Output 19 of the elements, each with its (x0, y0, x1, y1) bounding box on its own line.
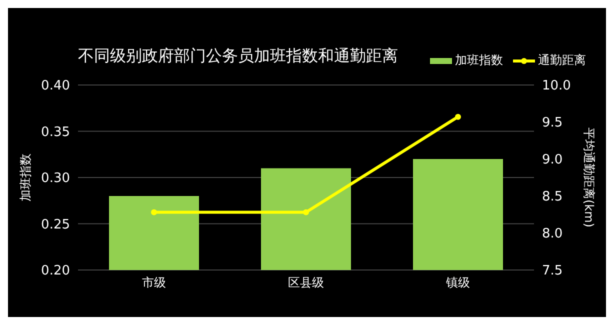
legend-label: 通勤距离 (538, 52, 586, 69)
x-tick-label: 区县级 (288, 276, 324, 290)
x-tick-label: 镇级 (445, 276, 470, 290)
y2-tick-label: 8.0 (542, 226, 563, 242)
y2-tick-label: 8.5 (542, 190, 563, 205)
y-tick-label: 0.35 (41, 124, 70, 140)
y2-tick-label: 7.5 (542, 264, 563, 279)
chart-title: 不同级别政府部门公务员加班指数和通勤距离 (78, 46, 398, 67)
y-tick-label: 0.40 (41, 78, 70, 94)
y-tick-label: 0.25 (41, 217, 70, 232)
y2-tick-label: 9.0 (542, 152, 563, 168)
y-tick-label: 0.20 (41, 264, 70, 279)
y2-axis-title: 平均通勤距离(km) (582, 127, 596, 228)
y2-tick-label: 10.0 (542, 78, 571, 94)
y2-tick-label: 9.5 (542, 116, 563, 131)
y-tick-label: 0.30 (41, 171, 70, 186)
x-tick-label: 市级 (142, 276, 166, 290)
y-axis-title: 加班指数 (18, 154, 32, 202)
legend-label: 加班指数 (455, 52, 503, 69)
